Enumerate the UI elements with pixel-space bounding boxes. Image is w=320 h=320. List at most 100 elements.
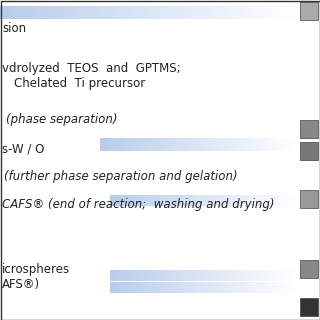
Bar bbox=[131, 195, 132, 205]
Bar bbox=[86, 5, 88, 19]
Bar bbox=[234, 5, 236, 19]
Bar bbox=[207, 138, 208, 150]
Bar bbox=[156, 269, 157, 281]
Bar bbox=[267, 282, 268, 292]
Bar bbox=[134, 138, 135, 150]
Bar bbox=[173, 138, 174, 150]
Bar bbox=[242, 195, 243, 205]
Bar bbox=[219, 5, 220, 19]
Bar bbox=[154, 5, 155, 19]
Bar bbox=[205, 269, 206, 281]
Bar bbox=[258, 195, 259, 205]
Bar bbox=[154, 195, 155, 205]
Bar bbox=[188, 5, 189, 19]
Bar bbox=[256, 138, 257, 150]
Bar bbox=[104, 138, 105, 150]
Bar bbox=[262, 5, 264, 19]
Bar bbox=[195, 138, 196, 150]
Bar bbox=[116, 195, 117, 205]
Bar bbox=[240, 269, 241, 281]
Bar bbox=[167, 195, 168, 205]
Bar bbox=[201, 282, 202, 292]
Bar bbox=[246, 5, 247, 19]
Bar bbox=[214, 195, 215, 205]
Bar bbox=[287, 138, 288, 150]
Bar bbox=[276, 5, 277, 19]
Bar bbox=[245, 282, 246, 292]
Bar bbox=[77, 5, 79, 19]
Bar bbox=[148, 5, 149, 19]
Bar bbox=[112, 195, 113, 205]
Bar bbox=[284, 195, 285, 205]
Bar bbox=[195, 282, 196, 292]
Bar bbox=[282, 269, 283, 281]
Bar bbox=[146, 269, 147, 281]
Bar bbox=[213, 195, 214, 205]
Bar bbox=[199, 269, 200, 281]
Bar bbox=[151, 282, 152, 292]
Bar bbox=[268, 282, 269, 292]
Bar bbox=[141, 282, 142, 292]
Bar bbox=[143, 5, 145, 19]
Bar bbox=[246, 269, 247, 281]
Bar bbox=[228, 269, 229, 281]
Bar bbox=[84, 5, 85, 19]
Bar bbox=[274, 269, 275, 281]
Bar bbox=[289, 282, 290, 292]
Bar bbox=[212, 195, 213, 205]
Bar bbox=[229, 138, 230, 150]
Bar bbox=[283, 138, 284, 150]
Bar bbox=[249, 138, 250, 150]
Bar bbox=[225, 269, 226, 281]
Bar bbox=[63, 5, 64, 19]
Bar bbox=[246, 282, 247, 292]
Bar bbox=[237, 269, 238, 281]
Bar bbox=[136, 138, 137, 150]
Bar bbox=[200, 5, 201, 19]
Bar bbox=[263, 195, 264, 205]
Bar bbox=[118, 282, 119, 292]
Bar bbox=[253, 195, 254, 205]
Bar bbox=[215, 5, 216, 19]
Bar bbox=[160, 282, 161, 292]
Bar bbox=[288, 138, 289, 150]
Bar bbox=[226, 269, 227, 281]
Bar bbox=[236, 138, 238, 150]
Bar bbox=[246, 195, 247, 205]
Bar bbox=[172, 195, 173, 205]
Bar bbox=[111, 195, 112, 205]
Bar bbox=[179, 269, 180, 281]
Bar bbox=[238, 282, 239, 292]
Bar bbox=[112, 282, 113, 292]
Bar bbox=[131, 282, 132, 292]
Bar bbox=[181, 269, 182, 281]
Bar bbox=[263, 282, 264, 292]
Bar bbox=[206, 5, 207, 19]
Bar bbox=[131, 269, 132, 281]
Bar bbox=[202, 138, 203, 150]
Bar bbox=[267, 5, 268, 19]
Bar bbox=[208, 282, 209, 292]
Bar bbox=[7, 5, 9, 19]
Bar bbox=[225, 282, 226, 292]
Bar bbox=[286, 282, 287, 292]
Bar bbox=[147, 269, 148, 281]
Bar bbox=[188, 138, 189, 150]
Bar bbox=[40, 5, 42, 19]
Bar bbox=[176, 138, 177, 150]
Bar bbox=[146, 195, 147, 205]
Bar bbox=[141, 269, 142, 281]
Bar bbox=[265, 195, 266, 205]
Bar bbox=[70, 5, 72, 19]
Bar bbox=[296, 282, 297, 292]
Bar bbox=[178, 282, 179, 292]
Bar bbox=[269, 282, 270, 292]
Bar bbox=[225, 138, 226, 150]
Bar bbox=[289, 5, 291, 19]
Bar bbox=[167, 5, 168, 19]
Bar bbox=[179, 282, 180, 292]
Bar bbox=[241, 269, 242, 281]
Bar bbox=[199, 195, 200, 205]
Bar bbox=[172, 138, 173, 150]
Bar bbox=[231, 138, 232, 150]
